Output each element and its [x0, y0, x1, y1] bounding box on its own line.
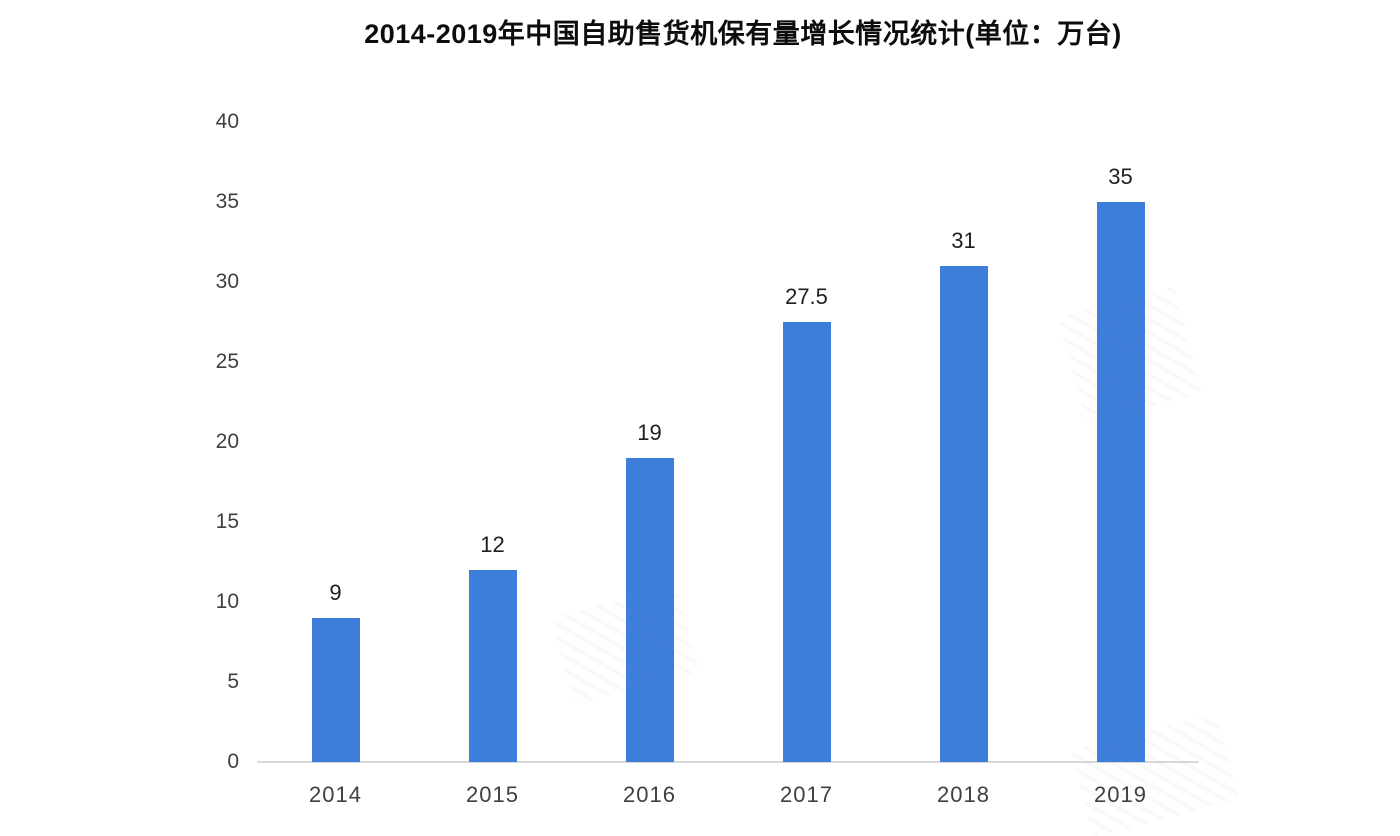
bar-group: 27.5 2017 — [728, 122, 885, 807]
y-tick-label: 30 — [215, 270, 239, 293]
bar-group: 31 2018 — [885, 122, 1042, 807]
y-tick-label: 35 — [215, 190, 239, 213]
bar — [468, 570, 517, 762]
bar — [782, 322, 831, 762]
y-tick-label: 15 — [215, 510, 239, 533]
bar-group: 12 2015 — [414, 122, 571, 807]
bar — [625, 458, 674, 762]
x-axis-line — [257, 761, 1199, 763]
y-tick-label: 40 — [215, 110, 239, 133]
bar-value-label: 12 — [480, 532, 505, 557]
bar-value-label: 35 — [1108, 164, 1133, 189]
bar — [939, 266, 988, 762]
bar-value-label: 31 — [951, 228, 976, 253]
bar-group: 19 2016 — [571, 122, 728, 807]
bar-value-label: 19 — [637, 420, 662, 445]
bar-group: 35 2019 — [1042, 122, 1199, 807]
y-tick-label: 0 — [227, 750, 239, 773]
bar-group: 9 2014 — [257, 122, 414, 807]
x-tick-label: 2014 — [309, 782, 362, 807]
y-tick-label: 20 — [215, 430, 239, 453]
bar-value-label: 9 — [329, 580, 342, 605]
x-tick-label: 2016 — [623, 782, 676, 807]
plot-area: 0 5 10 15 20 25 30 35 40 9 2014 12 2015 19 2016 27.5 201… — [216, 110, 1199, 807]
x-tick-label: 2019 — [1094, 782, 1147, 807]
x-tick-label: 2017 — [780, 782, 833, 807]
bar — [1096, 202, 1145, 762]
y-tick-label: 25 — [215, 350, 239, 373]
bar-value-label: 27.5 — [785, 284, 828, 309]
y-tick-label: 5 — [227, 670, 239, 693]
chart-title: 2014-2019年中国自助售货机保有量增长情况统计(单位：万台) — [364, 19, 1122, 49]
x-tick-label: 2015 — [466, 782, 519, 807]
y-tick-label: 10 — [215, 590, 239, 613]
bar — [311, 618, 360, 762]
x-tick-label: 2018 — [937, 782, 990, 807]
